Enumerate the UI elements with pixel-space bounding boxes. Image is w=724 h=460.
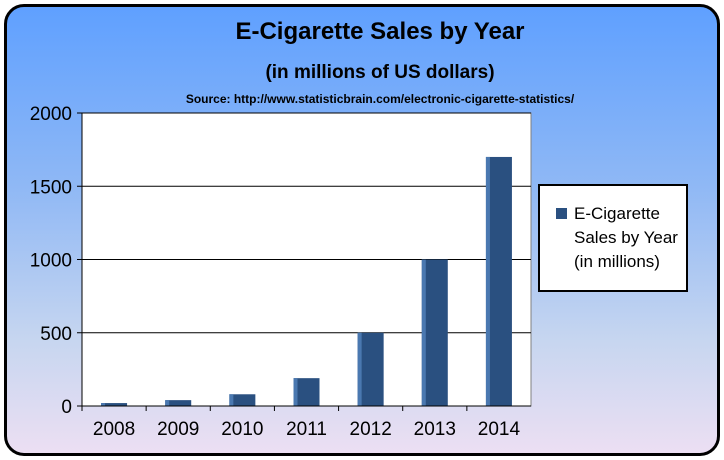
y-tick-label: 0	[61, 397, 72, 418]
x-axis-ticks: 2008 2009 2010 2011 2012 2013 2014	[81, 405, 531, 440]
x-tick-label: 2011	[286, 419, 327, 440]
legend: E-Cigarette Sales by Year (in millions)	[538, 184, 688, 292]
bar	[357, 332, 384, 406]
x-tick-label: 2010	[221, 419, 263, 440]
chart-source: Source: http://www.statisticbrain.com/el…	[185, 92, 575, 106]
bar	[101, 403, 128, 406]
legend-swatch	[556, 208, 567, 219]
bar-highlight	[421, 259, 426, 406]
bar	[229, 394, 256, 406]
bar-highlight	[165, 400, 170, 406]
bar-highlight	[485, 156, 490, 406]
y-tick-label: 500	[40, 324, 72, 345]
bar	[485, 156, 512, 406]
bar	[165, 400, 192, 406]
y-tick-label: 1000	[30, 251, 72, 272]
bar	[293, 378, 320, 406]
chart-subtitle: (in millions of US dollars)	[265, 62, 495, 83]
x-tick-label: 2014	[478, 419, 521, 440]
x-tick-label: 2013	[414, 419, 456, 440]
bar	[421, 259, 448, 406]
legend-label: E-Cigarette Sales by Year (in millions)	[574, 204, 678, 271]
chart-title: E-Cigarette Sales by Year	[235, 18, 525, 45]
bar-highlight	[293, 378, 298, 406]
y-tick-label: 2000	[30, 104, 72, 125]
y-axis-ticks: 0 500 1000 1500 2000	[30, 104, 83, 418]
x-tick-label: 2008	[93, 419, 135, 440]
bar-highlight	[357, 332, 362, 406]
x-tick-label: 2012	[350, 419, 392, 440]
bar-highlight	[229, 394, 234, 406]
bars	[101, 156, 512, 406]
x-tick-label: 2009	[157, 419, 199, 440]
y-tick-label: 1500	[30, 177, 72, 198]
bar-highlight	[101, 403, 106, 406]
